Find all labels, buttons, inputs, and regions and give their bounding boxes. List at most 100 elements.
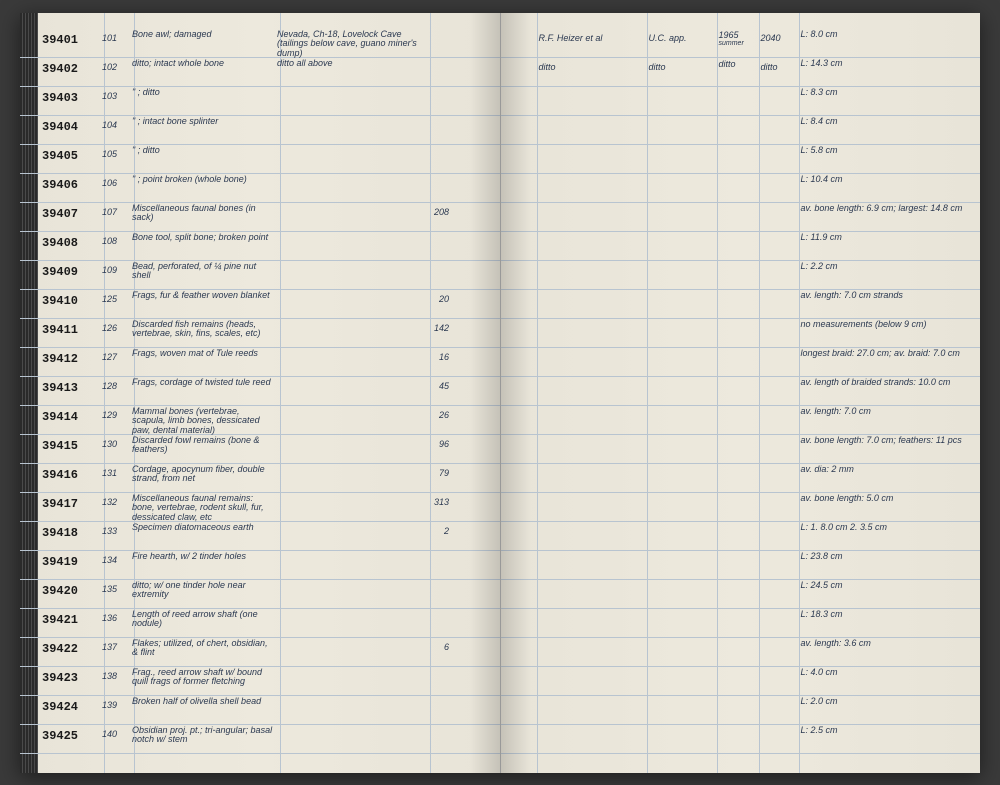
quantity: 16 [427,349,457,362]
catalog-id: 39412 [42,349,102,366]
year: 1965summer [719,30,761,47]
year [719,146,761,147]
year [719,668,761,669]
item-number: 135 [102,581,132,594]
institution [649,262,719,265]
institution [649,204,719,207]
institution [649,639,719,642]
measurements: L: 2.2 cm [801,262,981,272]
ledger-row: 39403103" ; ditto [20,87,500,116]
item-description: ditto; w/ one tinder hole near extremity [132,581,277,601]
item-description: Obsidian proj. pt.; tri-angular; basal n… [132,726,277,746]
catalog-id: 39404 [42,117,102,134]
item-description: Miscellaneous faunal remains: bone, vert… [132,494,277,524]
ledger-row: L: 10.4 cm [501,174,981,203]
ledger-row: L: 2.0 cm [501,696,981,725]
left-rows-container: 39401101Bone awl; damagedNevada, Ch-18, … [20,29,500,754]
item-number: 134 [102,552,132,565]
item-number: 109 [102,262,132,275]
institution [649,291,719,294]
item-number: 140 [102,726,132,739]
accession-code: 2040 [761,30,801,43]
quantity [427,668,457,671]
ledger-row: av. bone length: 6.9 cm; largest: 14.8 c… [501,203,981,232]
measurements: L: 8.4 cm [801,117,981,127]
institution [649,465,719,468]
measurements: av. bone length: 5.0 cm [801,494,981,504]
catalog-id: 39416 [42,465,102,482]
ledger-row: 39409109Bead, perforated, of ¼ pine nut … [20,261,500,290]
collector [539,639,649,642]
quantity: 142 [427,320,457,333]
institution [649,233,719,236]
institution [649,610,719,613]
year [719,436,761,437]
item-description: Length of reed arrow shaft (one nodule) [132,610,277,630]
institution [649,436,719,439]
institution [649,320,719,323]
institution [649,175,719,178]
ledger-row: 39414129Mammal bones (vertebrae, scapula… [20,406,500,435]
year [719,233,761,234]
collector [539,204,649,207]
ledger-row: R.F. Heizer et alU.C. app.1965summer2040… [501,29,981,58]
quantity [427,726,457,729]
institution: ditto [649,59,719,72]
quantity: 208 [427,204,457,217]
accession-code [761,204,801,207]
ledger-row: av. bone length: 5.0 cm [501,493,981,522]
ledger-row: L: 2.2 cm [501,261,981,290]
quantity: 313 [427,494,457,507]
catalog-id: 39402 [42,59,102,76]
measurements: L: 2.5 cm [801,726,981,736]
ledger-row: dittodittodittodittoL: 14.3 cm [501,58,981,87]
ledger-row: av. length of braided strands: 10.0 cm [501,377,981,406]
institution [649,697,719,700]
measurements: av. length of braided strands: 10.0 cm [801,378,981,388]
quantity: 45 [427,378,457,391]
quantity [427,552,457,555]
accession-code [761,291,801,294]
measurements: L: 11.9 cm [801,233,981,243]
ledger-row: 39417132Miscellaneous faunal remains: bo… [20,493,500,522]
ledger-row: av. length: 3.6 cm [501,638,981,667]
quantity: 26 [427,407,457,420]
measurements: L: 5.8 cm [801,146,981,156]
accession-code [761,262,801,265]
ledger-row: 39408108Bone tool, split bone; broken po… [20,232,500,261]
institution [649,378,719,381]
item-number: 131 [102,465,132,478]
ledger-row: L: 4.0 cm [501,667,981,696]
measurements: L: 2.0 cm [801,697,981,707]
quantity [427,610,457,613]
ledger-row: L: 11.9 cm [501,232,981,261]
item-description: Discarded fish remains (heads, vertebrae… [132,320,277,340]
item-number: 107 [102,204,132,217]
quantity [427,233,457,236]
item-description: Specimen diatomaceous earth [132,523,277,533]
ledger-row: 39422137Flakes; utilized, of chert, obsi… [20,638,500,667]
measurements: L: 14.3 cm [801,59,981,69]
collector [539,697,649,700]
item-number: 106 [102,175,132,188]
item-number: 101 [102,30,132,43]
accession-code [761,668,801,671]
institution [649,146,719,149]
catalog-id: 39403 [42,88,102,105]
measurements: av. length: 7.0 cm [801,407,981,417]
accession-code [761,436,801,439]
accession-code [761,407,801,410]
ledger-row: 39404104" ; intact bone splinter [20,116,500,145]
year [719,465,761,466]
ledger-row: 39406106" ; point broken (whole bone) [20,174,500,203]
quantity [427,117,457,120]
collector [539,117,649,120]
accession-code [761,552,801,555]
institution [649,349,719,352]
quantity [427,175,457,178]
quantity: 6 [427,639,457,652]
item-number: 126 [102,320,132,333]
accession-code [761,320,801,323]
year-value: ditto [719,59,736,69]
item-description: Mammal bones (vertebrae, scapula, limb b… [132,407,277,437]
